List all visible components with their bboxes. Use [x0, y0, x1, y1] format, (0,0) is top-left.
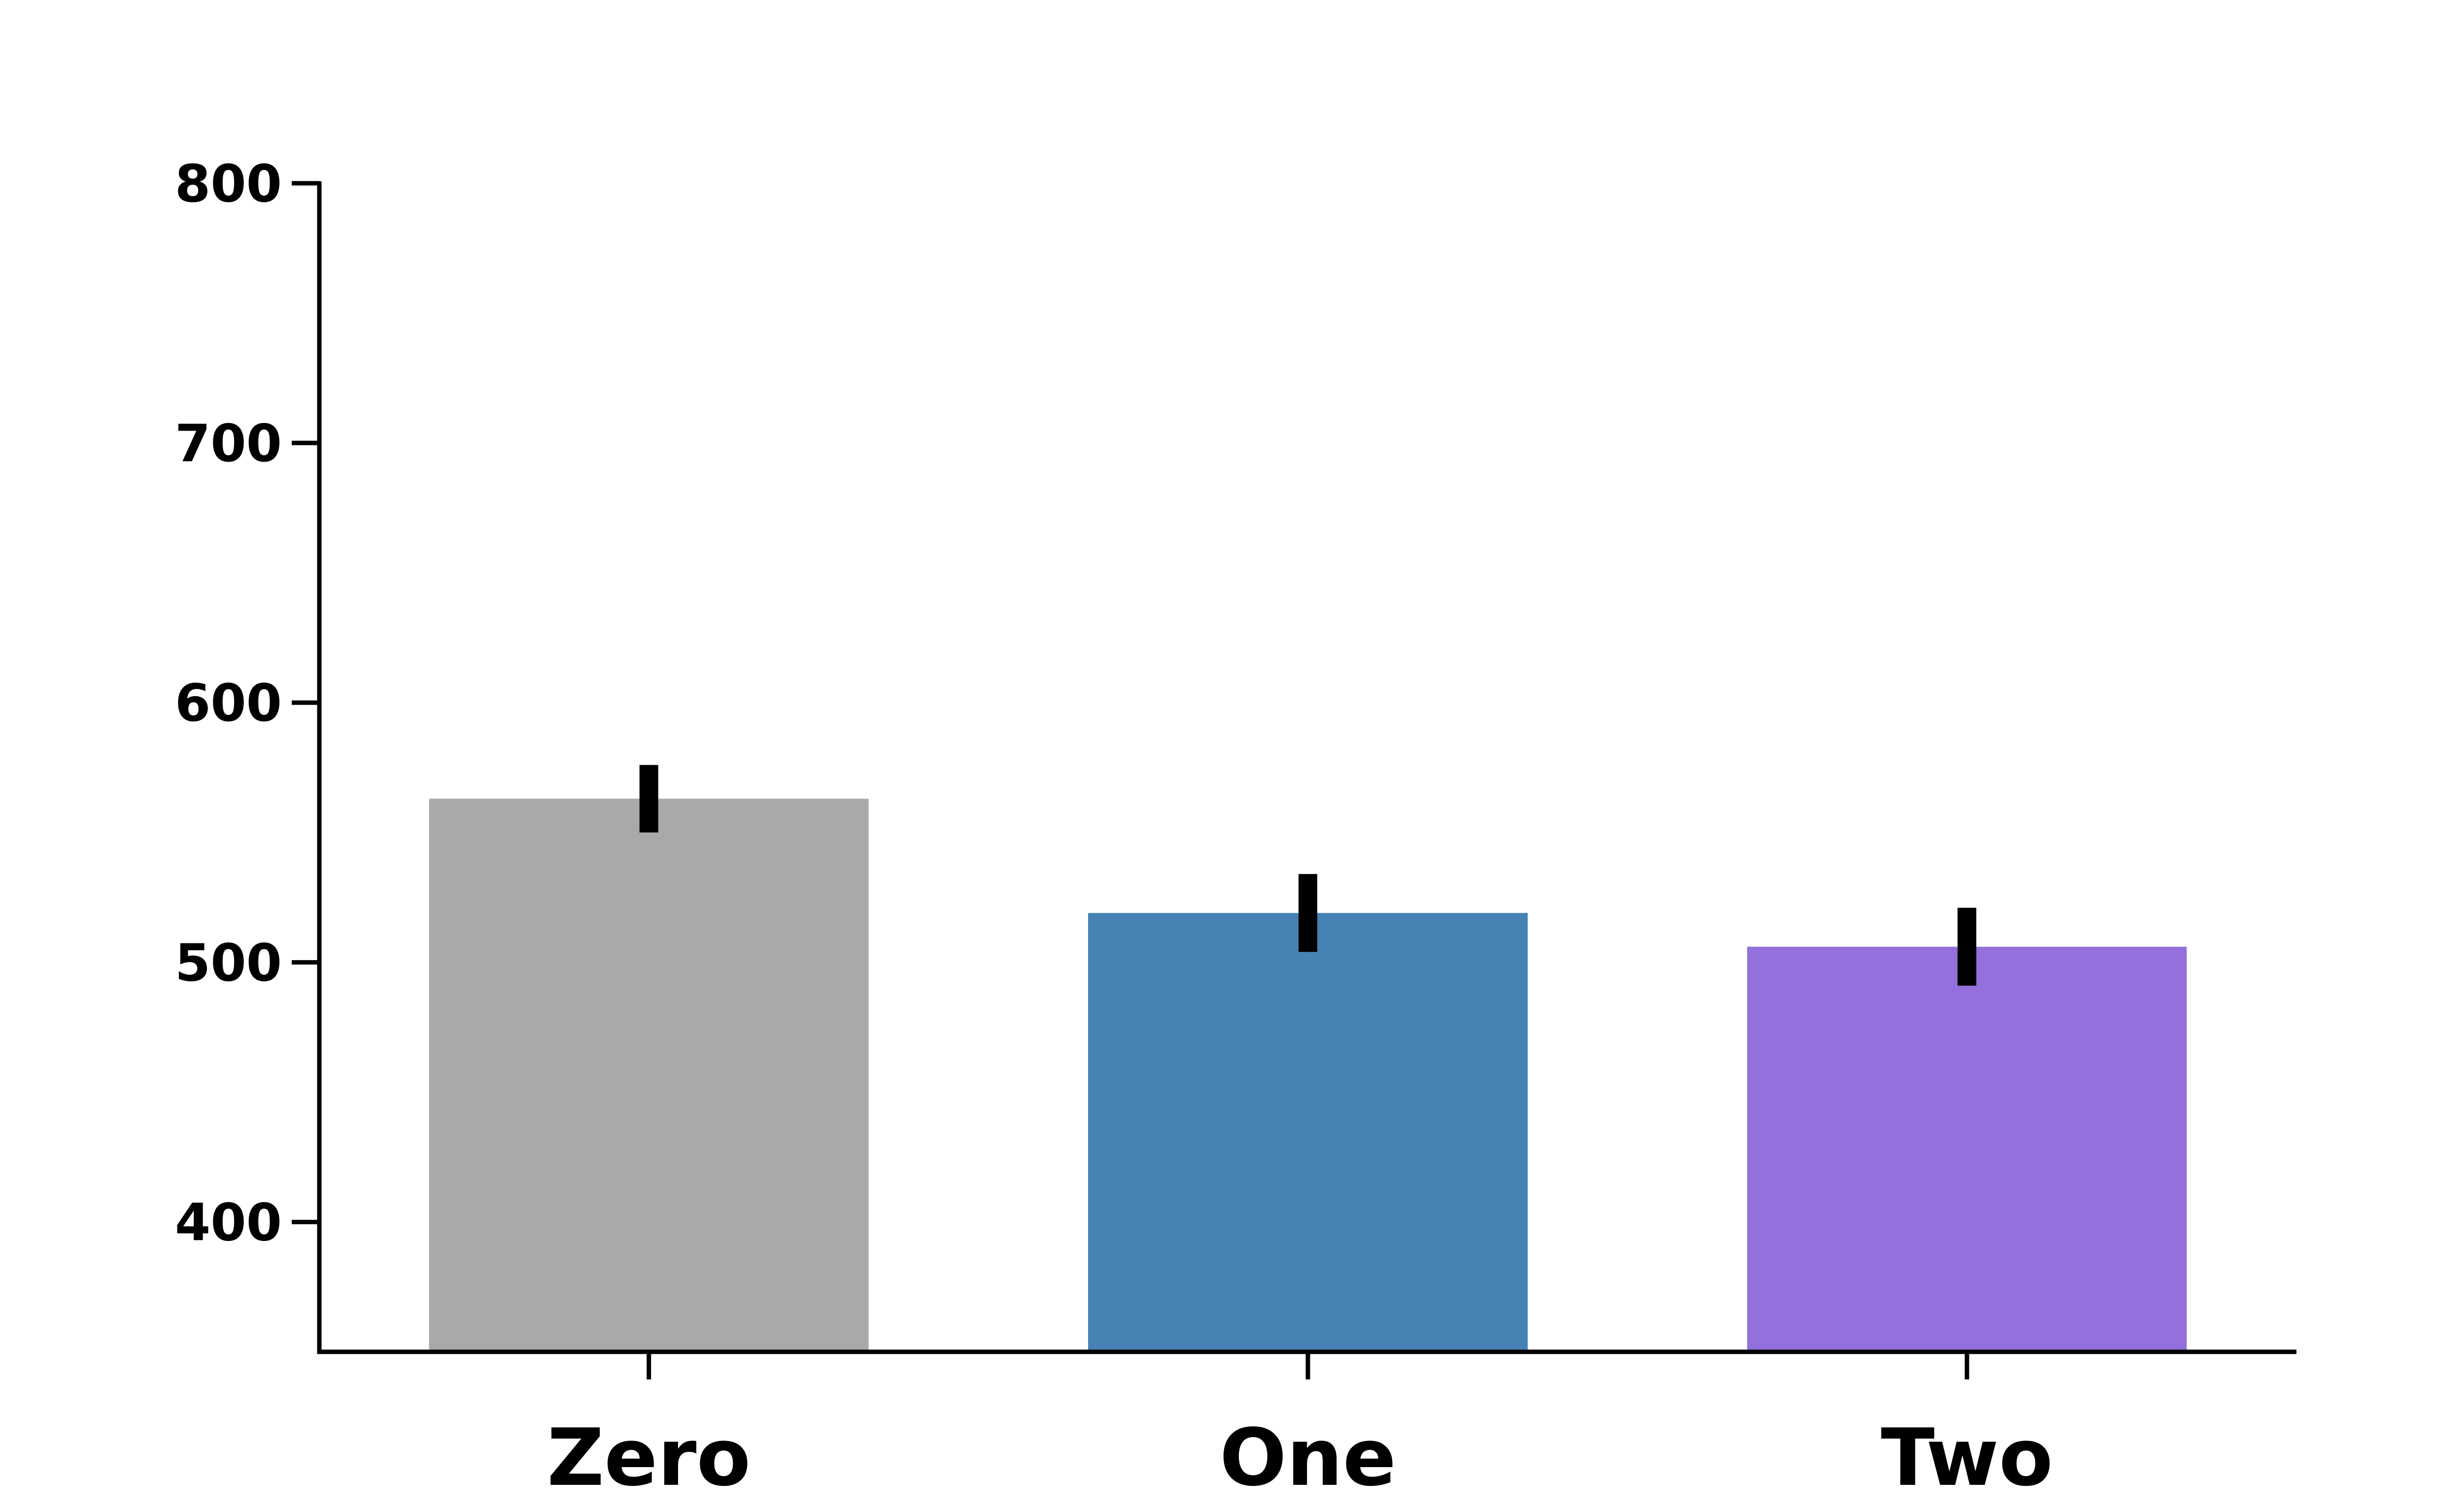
- y-tick-label-500: 500: [175, 933, 282, 993]
- y-tick-label-600: 600: [175, 673, 282, 733]
- bars-layer: [429, 799, 2187, 1352]
- x-tick-label-two: Two: [1881, 1411, 2053, 1504]
- tick-labels-layer: Zero One Two 400 500 600 700 800: [175, 154, 2053, 1504]
- y-tick-label-800: 800: [175, 154, 282, 214]
- x-tick-label-zero: Zero: [547, 1411, 751, 1504]
- bar-two: [1747, 946, 2187, 1352]
- error-bars-layer: [639, 765, 1977, 986]
- bar-one: [1088, 913, 1528, 1352]
- bar-zero: [429, 799, 869, 1352]
- axes-layer: [292, 181, 2296, 1379]
- x-tick-label-one: One: [1220, 1411, 1396, 1504]
- y-tick-label-700: 700: [175, 413, 282, 473]
- y-tick-label-400: 400: [175, 1192, 282, 1252]
